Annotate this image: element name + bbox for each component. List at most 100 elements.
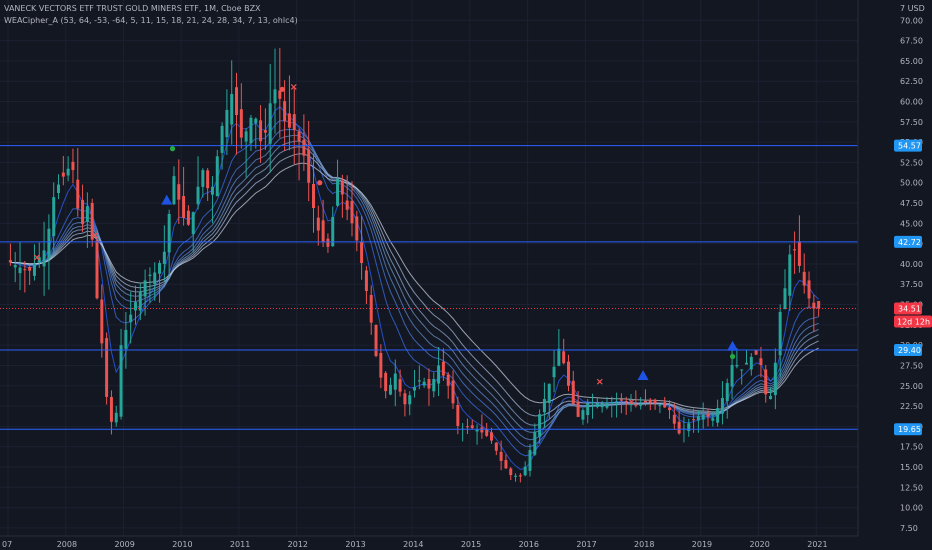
candle <box>81 184 85 232</box>
candle <box>244 128 248 178</box>
candle-body <box>230 94 234 125</box>
candle-body <box>312 184 315 208</box>
candle <box>384 371 388 399</box>
candle <box>316 205 320 246</box>
candle-body <box>475 429 479 432</box>
candle-body <box>605 402 609 408</box>
candle <box>538 409 542 444</box>
candle-body <box>109 396 113 422</box>
y-tick-label: 57.50 <box>900 118 923 127</box>
candle-body <box>480 427 484 433</box>
candle <box>215 149 219 197</box>
signal-x <box>628 399 635 405</box>
time-axis[interactable]: 07 2008 2009 2010 2011 2012 2013 2014 2015 2016 20… <box>2 540 828 549</box>
candle <box>312 153 315 233</box>
candle-body <box>57 184 61 193</box>
candle-body <box>797 241 801 266</box>
candle <box>663 397 667 408</box>
candle <box>191 211 195 253</box>
candle-body <box>124 329 128 349</box>
candle-body <box>624 401 628 403</box>
candle-body <box>754 349 758 355</box>
candle-body <box>610 402 614 404</box>
candle-body <box>547 383 551 404</box>
candle-body <box>600 403 604 408</box>
candle-body <box>220 125 224 153</box>
x-tick-label: 2020 <box>750 540 770 549</box>
candle-body <box>677 421 681 434</box>
candle-body <box>177 184 181 200</box>
candle <box>783 269 787 310</box>
y-tick-label: 40.00 <box>900 260 923 269</box>
candle <box>514 473 518 482</box>
candle-body <box>595 403 599 408</box>
candle <box>773 348 777 410</box>
candle <box>408 391 412 416</box>
candle <box>485 423 489 438</box>
candle-body <box>417 380 421 382</box>
candle <box>600 400 604 413</box>
axis-unit-label: 7 USD <box>900 4 925 13</box>
candle <box>720 381 724 425</box>
candle <box>764 365 768 403</box>
candle-body <box>364 270 368 292</box>
candle <box>509 466 513 481</box>
candle <box>196 156 200 210</box>
candle-body <box>764 369 768 395</box>
candle-body <box>807 280 811 299</box>
candle-body <box>711 418 715 421</box>
y-tick-label: 67.50 <box>900 37 923 46</box>
candle <box>581 408 585 425</box>
candle <box>273 48 277 134</box>
candle-body <box>778 311 782 356</box>
candle <box>446 372 450 399</box>
chart-title[interactable]: VANECK VECTORS ETF TRUST GOLD MINERS ETF… <box>4 4 261 13</box>
signal-dot <box>169 146 176 152</box>
candle-body <box>52 197 56 237</box>
candle <box>13 252 17 283</box>
candle-body <box>716 408 720 423</box>
candle-body <box>316 217 320 231</box>
last-price-tag <box>894 302 922 315</box>
indicator-legend[interactable]: WEACipher_A (53, 64, -53, -64, 5, 11, 15… <box>4 16 298 25</box>
candle-body <box>586 403 590 416</box>
candle <box>417 365 421 390</box>
candle-body <box>90 202 94 240</box>
candle <box>605 397 609 410</box>
candle-body <box>254 118 258 124</box>
candle <box>239 83 243 149</box>
x-tick-label: 2011 <box>230 540 250 549</box>
candle <box>413 369 417 398</box>
candle <box>812 294 816 332</box>
candle-body <box>788 254 792 296</box>
candle <box>542 382 546 428</box>
candle-body <box>148 274 152 276</box>
candle-body <box>658 404 662 406</box>
y-tick-label: 22.50 <box>900 402 923 411</box>
candle-body <box>196 186 200 205</box>
candle <box>105 332 109 405</box>
candle <box>230 60 234 145</box>
candle <box>744 349 748 365</box>
candle-body <box>153 272 157 285</box>
candle-body <box>591 402 595 404</box>
candle-body <box>331 217 335 247</box>
candle-body <box>369 294 373 323</box>
candle-body <box>283 101 287 122</box>
y-tick-label: 45.00 <box>900 219 923 228</box>
price-axis-panel[interactable] <box>858 0 932 550</box>
level-tag-label: 29.40 <box>898 346 921 355</box>
candle-body <box>384 372 388 392</box>
candle-body <box>509 468 513 476</box>
candle <box>432 372 436 398</box>
candle-body <box>523 466 527 476</box>
candles <box>8 47 821 483</box>
candle <box>350 181 354 237</box>
candle-body <box>66 168 70 176</box>
candle <box>23 261 27 293</box>
candle-body <box>268 103 272 144</box>
candle <box>249 114 253 151</box>
candle <box>672 403 676 431</box>
